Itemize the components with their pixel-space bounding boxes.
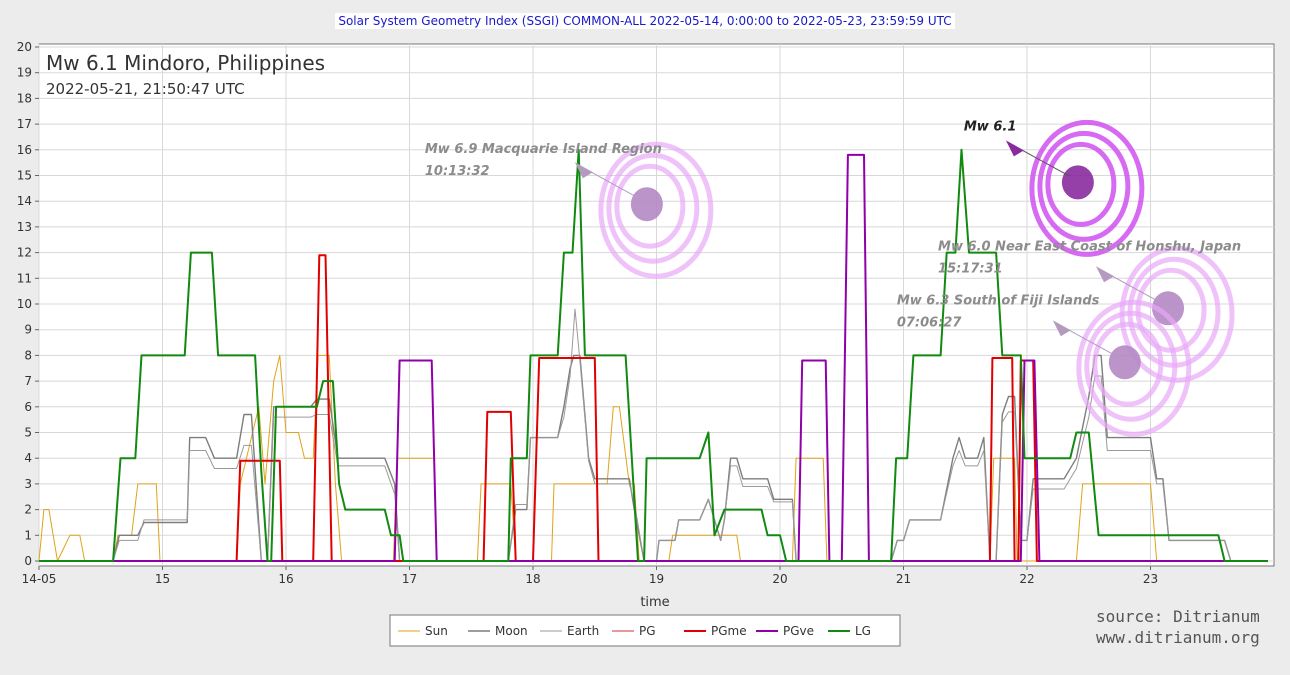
annotation-title: Mw 6.9 Macquarie Island Region	[425, 142, 662, 157]
source-credit: source: Ditrianum www.ditrianum.org	[1096, 606, 1260, 648]
x-tick-label: 14-05	[22, 572, 57, 586]
annotation-arrowhead	[574, 162, 593, 179]
legend-label-lg: LG	[855, 624, 871, 638]
event-title: Mw 6.1 Mindoro, Philippines	[46, 51, 325, 75]
target-ring	[606, 152, 700, 264]
series-lg	[39, 148, 1268, 562]
y-tick-label: 2	[24, 503, 32, 517]
x-tick-label: 18	[525, 572, 540, 586]
target-ring	[1076, 299, 1192, 437]
source-line-1: source: Ditrianum	[1096, 607, 1260, 626]
annotation-time: 15:17:31	[938, 261, 1003, 276]
series-earth	[39, 308, 1268, 562]
annotation-time: 10:13:32	[425, 164, 490, 179]
target-core	[1152, 291, 1185, 326]
x-tick-label: 23	[1143, 572, 1158, 586]
x-tick-label: 16	[278, 572, 293, 586]
target-ring	[1029, 119, 1145, 257]
x-axis-label: time	[640, 595, 669, 610]
annotation-2: Mw 6.1	[964, 119, 1145, 257]
y-tick-label: 12	[17, 246, 32, 260]
annotation-title: Mw 6.1	[964, 119, 1017, 134]
annotation-time: 07:06:27	[897, 315, 963, 330]
target-ring	[598, 141, 714, 279]
annotation-arrowhead	[1052, 320, 1071, 337]
y-tick-label: 13	[17, 220, 32, 234]
y-tick-label: 10	[17, 297, 32, 311]
annotation-arrowhead	[1096, 266, 1115, 283]
x-tick-label: 21	[896, 572, 911, 586]
y-tick-label: 15	[17, 169, 32, 183]
annotation-1: Mw 6.9 Macquarie Island Region 10:13:32	[425, 141, 714, 279]
x-tick-label: 20	[772, 572, 787, 586]
target-ring	[1045, 141, 1117, 227]
y-tick-label: 17	[17, 117, 32, 131]
y-tick-label: 16	[17, 143, 32, 157]
y-tick-label: 6	[24, 400, 32, 414]
y-tick-label: 5	[24, 426, 32, 440]
y-tick-label: 7	[24, 374, 32, 388]
y-tick-label: 3	[24, 477, 32, 491]
legend-label-pgve: PGve	[783, 624, 814, 638]
source-line-2: www.ditrianum.org	[1096, 628, 1260, 647]
y-tick-label: 11	[17, 271, 32, 285]
y-tick-label: 20	[17, 40, 32, 54]
chart-title: Solar System Geometry Index (SSGI) COMMO…	[0, 13, 1290, 29]
annotation-title: Mw 6.3 South of Fiji Islands	[897, 293, 1100, 308]
target-ring	[1092, 321, 1164, 407]
legend-label-moon: Moon	[495, 624, 528, 638]
y-tick-label: 19	[17, 66, 32, 80]
x-axis: 14-05 15 16 17 18 19 20 21 22 23	[22, 566, 1158, 586]
x-tick-label: 19	[649, 572, 664, 586]
y-tick-label: 0	[24, 554, 32, 568]
annotation-4: Mw 6.3 South of Fiji Islands 07:06:27	[897, 293, 1192, 437]
target-core	[630, 187, 663, 222]
y-tick-label: 1	[24, 528, 32, 542]
annotation-arrowhead	[1005, 140, 1024, 157]
legend-label-pg: PG	[639, 624, 656, 638]
y-tick-label: 8	[24, 348, 32, 362]
x-tick-label: 15	[155, 572, 170, 586]
legend: Sun Moon Earth PG PGme PGve LG	[389, 614, 901, 647]
series-lines	[38, 148, 1268, 562]
y-tick-label: 14	[17, 194, 32, 208]
event-time: 2022-05-21, 21:50:47 UTC	[46, 80, 245, 98]
target-ring	[1037, 130, 1131, 242]
y-tick-label: 9	[24, 323, 32, 337]
target-ring	[1084, 310, 1178, 422]
annotation-3: Mw 6.0 Near East Coast of Honshu, Japan 1…	[938, 239, 1241, 383]
y-tick-label: 4	[24, 451, 32, 465]
target-core	[1061, 165, 1094, 200]
annotations: Mw 6.9 Macquarie Island Region10:13:32Mw…	[425, 119, 1241, 437]
y-tick-label: 18	[17, 91, 32, 105]
target-core	[1108, 345, 1141, 380]
legend-label-sun: Sun	[425, 624, 448, 638]
x-tick-label: 17	[402, 572, 417, 586]
x-tick-label: 22	[1019, 572, 1034, 586]
legend-label-pgme: PGme	[711, 624, 747, 638]
annotation-title: Mw 6.0 Near East Coast of Honshu, Japan	[938, 239, 1241, 254]
legend-label-earth: Earth	[567, 624, 599, 638]
target-ring	[614, 163, 686, 249]
